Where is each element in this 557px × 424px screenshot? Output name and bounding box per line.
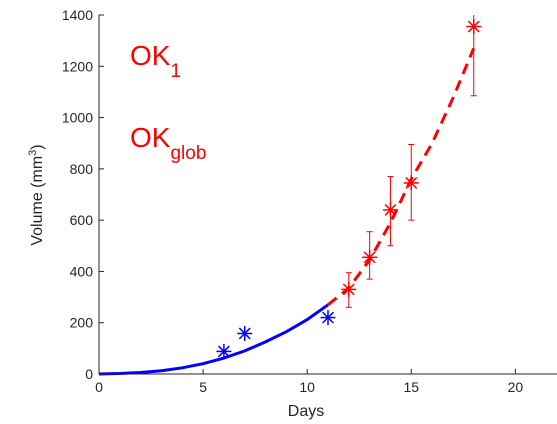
data-point bbox=[320, 310, 336, 326]
y-tick-label: 0 bbox=[85, 366, 93, 382]
x-axis-title: Days bbox=[288, 403, 324, 420]
annotation-ok1: OK1 bbox=[130, 40, 181, 82]
y-axis-title-end: ) bbox=[29, 144, 46, 149]
annotation-ok1-base: OK bbox=[130, 40, 171, 71]
fit-line-solid bbox=[98, 303, 329, 376]
data-point bbox=[362, 249, 378, 265]
annotation-okglob-sub: glob bbox=[170, 143, 206, 164]
x-tick-label: 5 bbox=[199, 379, 207, 395]
x-tick-label: 15 bbox=[403, 379, 419, 395]
y-axis-title: Volume (mm3) bbox=[27, 144, 46, 245]
asterisk-stroke bbox=[363, 251, 376, 264]
y-axis-title-base: Volume (mm bbox=[29, 156, 46, 246]
y-tick-label: 200 bbox=[70, 315, 94, 331]
data-point bbox=[237, 325, 253, 341]
y-tick-label: 600 bbox=[70, 212, 94, 228]
x-tick-label: 20 bbox=[508, 379, 524, 395]
y-tick-label: 1000 bbox=[62, 110, 93, 126]
asterisk-stroke bbox=[342, 283, 355, 296]
data-point bbox=[466, 19, 482, 35]
data-point bbox=[382, 202, 398, 218]
y-tick-label: 1400 bbox=[62, 7, 93, 23]
annotation-okglob-base: OK bbox=[130, 122, 171, 153]
asterisk-stroke bbox=[384, 203, 397, 216]
asterisk-stroke bbox=[217, 345, 230, 358]
asterisk-stroke bbox=[467, 20, 480, 33]
fit-line-dashed bbox=[327, 47, 476, 306]
y-tick-label: 1200 bbox=[62, 58, 93, 74]
asterisk-stroke bbox=[405, 177, 418, 189]
annotation-ok1-sub: 1 bbox=[170, 61, 181, 82]
y-tick-label: 400 bbox=[70, 263, 94, 279]
x-tick-label: 0 bbox=[95, 379, 103, 395]
data-point bbox=[216, 343, 232, 359]
asterisk-stroke bbox=[322, 311, 334, 324]
data-point bbox=[403, 175, 419, 191]
y-tick-label: 800 bbox=[70, 161, 94, 177]
annotation-okglob: OKglob bbox=[130, 122, 206, 164]
y-axis-title-sup: 3 bbox=[27, 150, 39, 156]
data-point bbox=[341, 281, 357, 297]
asterisk-stroke bbox=[238, 327, 251, 340]
x-tick-label: 10 bbox=[299, 379, 315, 395]
